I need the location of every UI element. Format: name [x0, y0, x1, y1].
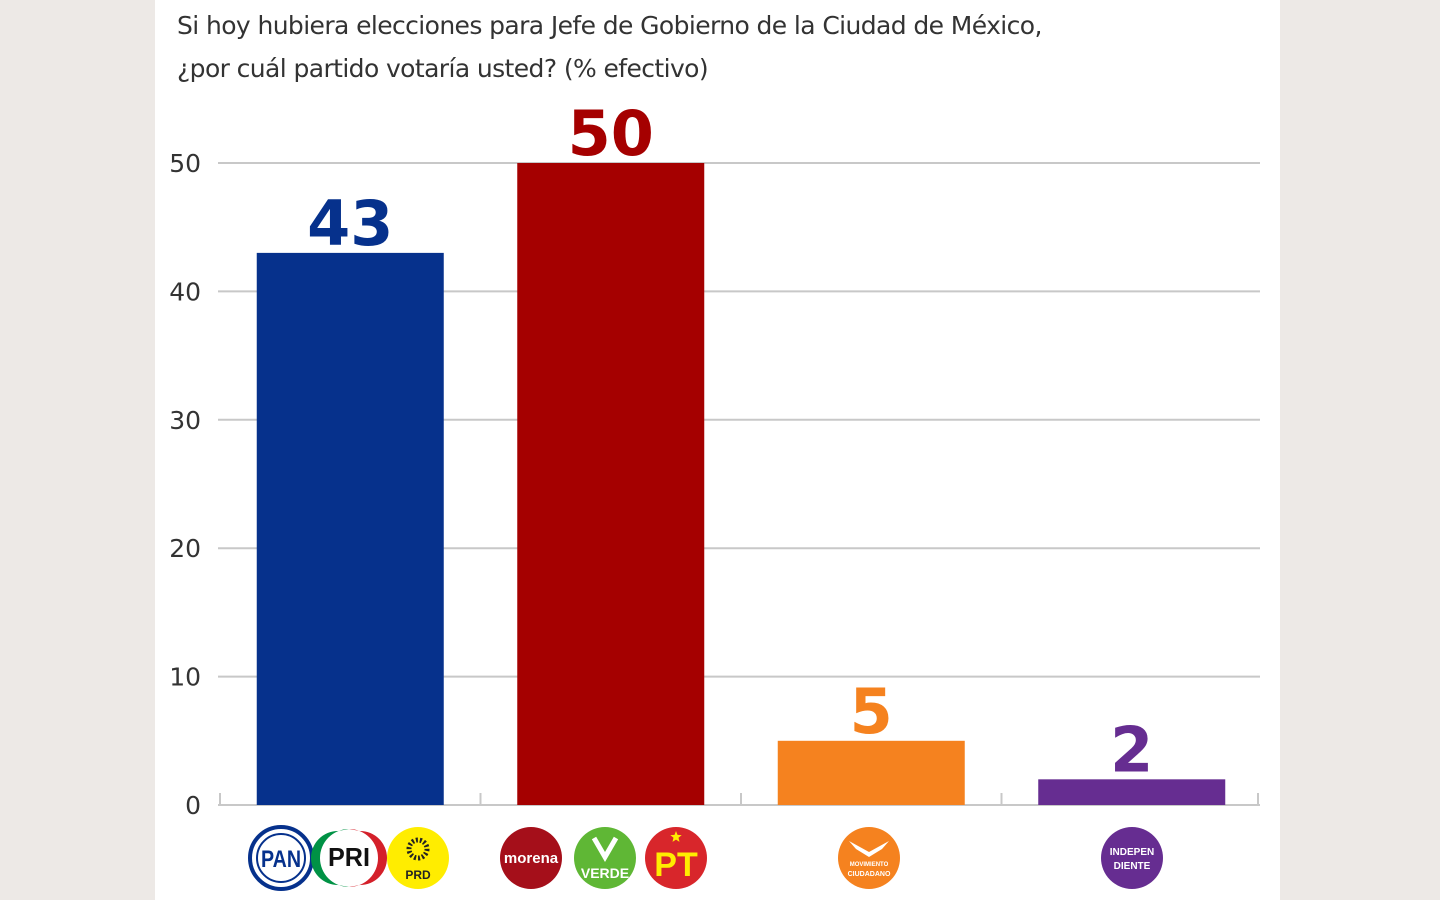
- prd-logo: PRD: [387, 827, 449, 889]
- prd-logo-text: PRD: [405, 868, 431, 882]
- independiente-logo: INDEPEN DIENTE: [1101, 827, 1163, 889]
- verde-toucan-icon: [591, 836, 619, 862]
- bar-2: [517, 163, 705, 805]
- data-labels: 43 50 5 2: [307, 97, 1153, 786]
- y-axis-ticks: 0 10 20 30 40 50: [169, 149, 201, 820]
- mc-logo-text: CIUDADANO: [848, 871, 891, 878]
- mc-eagle-icon: [849, 841, 889, 857]
- pan-logo-inner-ring: [256, 833, 306, 883]
- y-tick-label: 10: [169, 663, 201, 692]
- verde-logo: VERDE: [574, 827, 636, 889]
- mc-logo: MOVIMIENTO CIUDADANO: [838, 827, 900, 889]
- mc-logo-circle: [838, 827, 900, 889]
- morena-logo-text: morena: [504, 850, 559, 867]
- prd-sun-icon: [406, 837, 430, 861]
- pri-logo-circle: [320, 829, 378, 887]
- bar-1: [256, 252, 444, 805]
- data-label-4: 2: [1110, 713, 1153, 786]
- party-logos: PAN PRI PRD morena VERDE PT MOVIMIENTO CIUDADAN…: [248, 825, 1163, 891]
- chart-title: Si hoy hubiera elecciones para Jefe de G…: [177, 4, 1177, 90]
- pri-logo-text: PRI: [328, 842, 370, 872]
- pri-logo-green: [311, 829, 349, 887]
- morena-logo: morena: [500, 827, 562, 889]
- verde-logo-text: VERDE: [581, 865, 629, 881]
- pt-star-icon: [670, 831, 682, 842]
- pri-logo: PRI: [311, 829, 387, 887]
- data-label-1: 43: [307, 187, 393, 260]
- pan-logo-text: PAN: [261, 846, 301, 873]
- data-label-2: 50: [568, 97, 654, 170]
- chart-title-line-2: ¿por cuál partido votaría usted? (% efec…: [177, 54, 709, 83]
- pt-logo: PT: [645, 827, 707, 889]
- independiente-logo-text: INDEPEN: [1110, 847, 1154, 858]
- y-tick-label: 20: [169, 534, 201, 563]
- y-tick-label: 0: [185, 791, 201, 820]
- mc-logo-subtext: MOVIMIENTO: [850, 862, 889, 868]
- bars: [256, 163, 1226, 805]
- bar-4: [1038, 779, 1226, 805]
- y-tick-label: 50: [169, 149, 201, 178]
- y-tick-label: 30: [169, 406, 201, 435]
- chart-title-line-1: Si hoy hubiera elecciones para Jefe de G…: [177, 11, 1042, 40]
- prd-logo-circle: [387, 827, 449, 889]
- bar-3: [777, 740, 965, 805]
- pan-logo: PAN: [248, 825, 314, 891]
- y-tick-label: 40: [169, 277, 201, 306]
- pt-logo-circle: [645, 827, 707, 889]
- independiente-logo-circle: [1101, 827, 1163, 889]
- morena-logo-circle: [500, 827, 562, 889]
- independiente-logo-subtext: DIENTE: [1114, 861, 1151, 872]
- pt-logo-text: PT: [654, 846, 698, 884]
- data-label-3: 5: [850, 675, 893, 748]
- pri-logo-red: [349, 829, 387, 887]
